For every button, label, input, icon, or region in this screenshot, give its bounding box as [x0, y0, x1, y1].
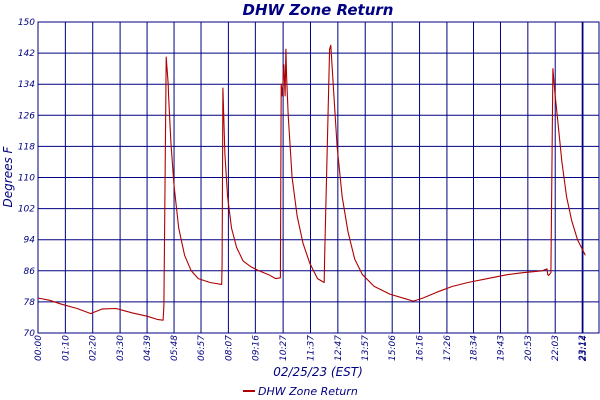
- y-tick-label: 94: [24, 236, 36, 246]
- x-tick-label: 09:16: [251, 335, 261, 361]
- x-axis-label: 02/25/23 (EST): [273, 365, 363, 379]
- x-tick-label: 10:27: [279, 335, 289, 361]
- x-tick-label: 16:16: [416, 335, 426, 361]
- legend: DHW Zone Return: [243, 385, 358, 398]
- x-tick-label: 01:10: [61, 335, 71, 361]
- y-axis-ticks: 70 78 86 94 102 110 118 126 134 142 150: [18, 18, 35, 339]
- chart-title: DHW Zone Return: [243, 1, 394, 19]
- x-tick-label: 11:37: [306, 335, 316, 361]
- series-layer: [37, 44, 586, 321]
- x-tick-label: 04:39: [143, 335, 153, 361]
- x-tick-label: 22:03: [551, 335, 561, 361]
- y-tick-label: 110: [18, 174, 35, 184]
- y-tick-label: 142: [18, 49, 35, 59]
- y-tick-label: 118: [18, 142, 35, 152]
- x-axis-ticks: 00:00 01:10 02:20 03:30 04:39 05:48 06:57 08:07…: [34, 335, 589, 361]
- x-tick-label: 17:26: [443, 335, 453, 361]
- x-tick-label: 06:57: [197, 335, 207, 361]
- series-line: [37, 44, 586, 321]
- x-tick-label: 00:00: [34, 335, 44, 361]
- x-tick-label: 19:43: [496, 335, 506, 361]
- x-tick-label: 08:07: [224, 335, 234, 361]
- y-tick-label: 150: [18, 18, 35, 28]
- y-tick-label: 102: [18, 205, 35, 215]
- y-tick-label: 134: [18, 80, 35, 90]
- x-tick-label: 23:14: [579, 335, 589, 361]
- x-tick-label: 05:48: [170, 335, 180, 361]
- x-tick-label: 12:47: [334, 335, 344, 361]
- plot-border: [37, 21, 600, 334]
- y-tick-label: 126: [18, 111, 35, 121]
- y-tick-label: 86: [24, 267, 36, 277]
- y-tick-label: 78: [24, 298, 36, 308]
- legend-label: DHW Zone Return: [258, 385, 358, 398]
- x-tick-label: 02:20: [89, 335, 99, 361]
- y-tick-label: 70: [24, 329, 36, 339]
- x-tick-label: 15:06: [388, 335, 398, 361]
- x-tick-label: 20:53: [524, 335, 534, 361]
- x-tick-label: 13:57: [361, 335, 371, 361]
- x-tick-label: 18:34: [470, 335, 480, 361]
- y-axis-label: Degrees F: [1, 145, 15, 207]
- x-tick-label: 03:30: [116, 335, 126, 361]
- x-tick-label: 23:12: [578, 335, 588, 361]
